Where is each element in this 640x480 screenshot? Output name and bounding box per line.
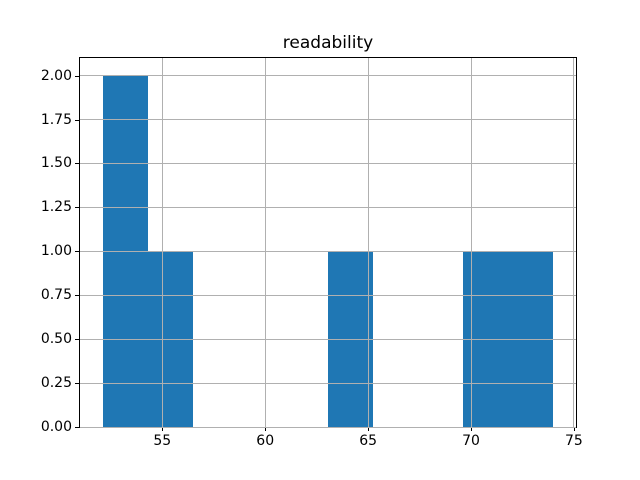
y-gridline [80,338,576,340]
chart-title: readability [282,33,374,53]
y-gridline [80,206,576,208]
x-tick-label: 60 [256,433,275,449]
x-tick-label: 55 [153,433,172,449]
y-tick-mark [75,163,79,165]
y-gridline [80,250,576,252]
x-tick-mark [162,427,164,431]
x-tick-mark [265,427,267,431]
x-gridline [367,58,369,427]
y-tick-mark [75,119,79,121]
y-tick-mark [75,251,79,253]
x-tick-mark [368,427,370,431]
y-gridline [80,75,576,77]
y-tick-label: 0.00 [40,419,72,435]
y-tick-label: 0.75 [40,287,72,304]
y-tick-mark [75,295,79,297]
y-tick-label: 1.50 [40,155,72,172]
y-gridline [80,162,576,164]
y-tick-mark [75,383,79,385]
x-gridline [264,58,266,427]
y-tick-label: 0.50 [40,331,72,348]
y-tick-mark [75,75,79,77]
x-tick-label: 75 [565,433,583,449]
y-tick-label: 1.00 [40,243,72,260]
y-tick-mark [75,207,79,209]
y-gridline [80,294,576,296]
y-tick-mark [75,339,79,341]
y-tick-label: 2.00 [40,67,72,84]
y-gridline [80,119,576,120]
y-gridline [80,382,576,384]
x-tick-label: 65 [359,433,378,449]
x-gridline [470,58,472,427]
x-gridline [161,58,163,427]
y-tick-label: 1.25 [40,199,72,216]
y-tick-label: 1.75 [40,111,72,128]
x-gridline [573,58,575,427]
y-tick-label: 0.25 [40,375,72,392]
y-gridline [80,426,576,428]
x-tick-mark [573,427,575,431]
y-tick-mark [75,427,79,428]
x-tick-label: 70 [462,433,480,449]
x-tick-mark [471,427,473,431]
plot-area [79,57,577,428]
